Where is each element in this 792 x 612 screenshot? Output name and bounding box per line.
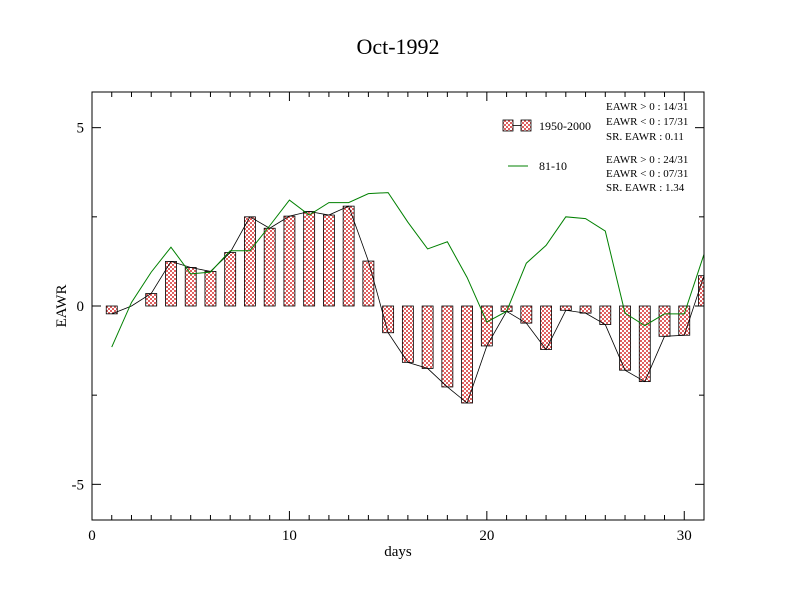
bar-day-6 — [204, 271, 217, 307]
chart-title: Oct-1992 — [356, 34, 439, 59]
y-axis-label: EAWR — [54, 285, 70, 328]
bar-day-12 — [323, 214, 335, 307]
bar-day-9 — [263, 227, 276, 307]
bar-day-8 — [244, 216, 256, 307]
bar-day-16 — [401, 305, 414, 363]
legend-swatch-1950-2000-right — [520, 119, 532, 132]
legend-label-1950-2000: 1950-2000 — [539, 119, 591, 133]
bar-day-10 — [283, 215, 296, 307]
bar-day-7 — [224, 252, 237, 307]
bar-day-14 — [362, 260, 375, 307]
bar-day-17 — [421, 305, 434, 369]
bar-day-18 — [441, 305, 454, 388]
bar-day-29 — [658, 305, 671, 337]
x-tick-label: 0 — [88, 528, 96, 544]
bar-day-26 — [599, 305, 612, 325]
bar-day-23 — [540, 305, 552, 350]
bar-day-30 — [678, 305, 691, 336]
stat-group1-positive: EAWR > 0 : 14/31 — [606, 101, 688, 113]
legend: 1950-2000 81-10 — [502, 119, 591, 173]
bar-day-13 — [342, 205, 355, 307]
stat-group2-positive: EAWR > 0 : 24/31 — [606, 154, 688, 166]
x-tick-label: 30 — [677, 528, 692, 544]
bar-day-25 — [579, 305, 592, 314]
stats-annotations: EAWR > 0 : 14/31 EAWR < 0 : 17/31 SR. EA… — [606, 101, 688, 194]
bar-series-outline — [111, 205, 705, 404]
stat-group2-sr: SR. EAWR : 1.34 — [606, 182, 685, 194]
plot-marks — [105, 192, 705, 404]
y-tick-label: 5 — [77, 121, 85, 137]
bar-day-24 — [559, 305, 572, 311]
stat-group1-negative: EAWR < 0 : 17/31 — [606, 116, 688, 128]
legend-label-81-10: 81-10 — [539, 159, 567, 173]
axes: 0 10 20 30 -5 0 5 — [72, 92, 705, 544]
y-tick-label: -5 — [72, 477, 85, 493]
y-tick-label: 0 — [77, 299, 85, 315]
stat-group2-negative: EAWR < 0 : 07/31 — [606, 168, 688, 180]
legend-swatch-1950-2000-left — [502, 119, 514, 132]
x-axis-label: days — [384, 544, 412, 560]
x-tick-label: 20 — [479, 528, 494, 544]
x-tick-label: 10 — [282, 528, 297, 544]
bar-day-11 — [303, 211, 316, 307]
bar-day-3 — [145, 293, 158, 307]
line-series-81-10 — [111, 192, 705, 348]
bar-day-19 — [461, 305, 473, 404]
bar-day-28 — [638, 305, 651, 383]
stat-group1-sr: SR. EAWR : 0.11 — [606, 131, 684, 143]
